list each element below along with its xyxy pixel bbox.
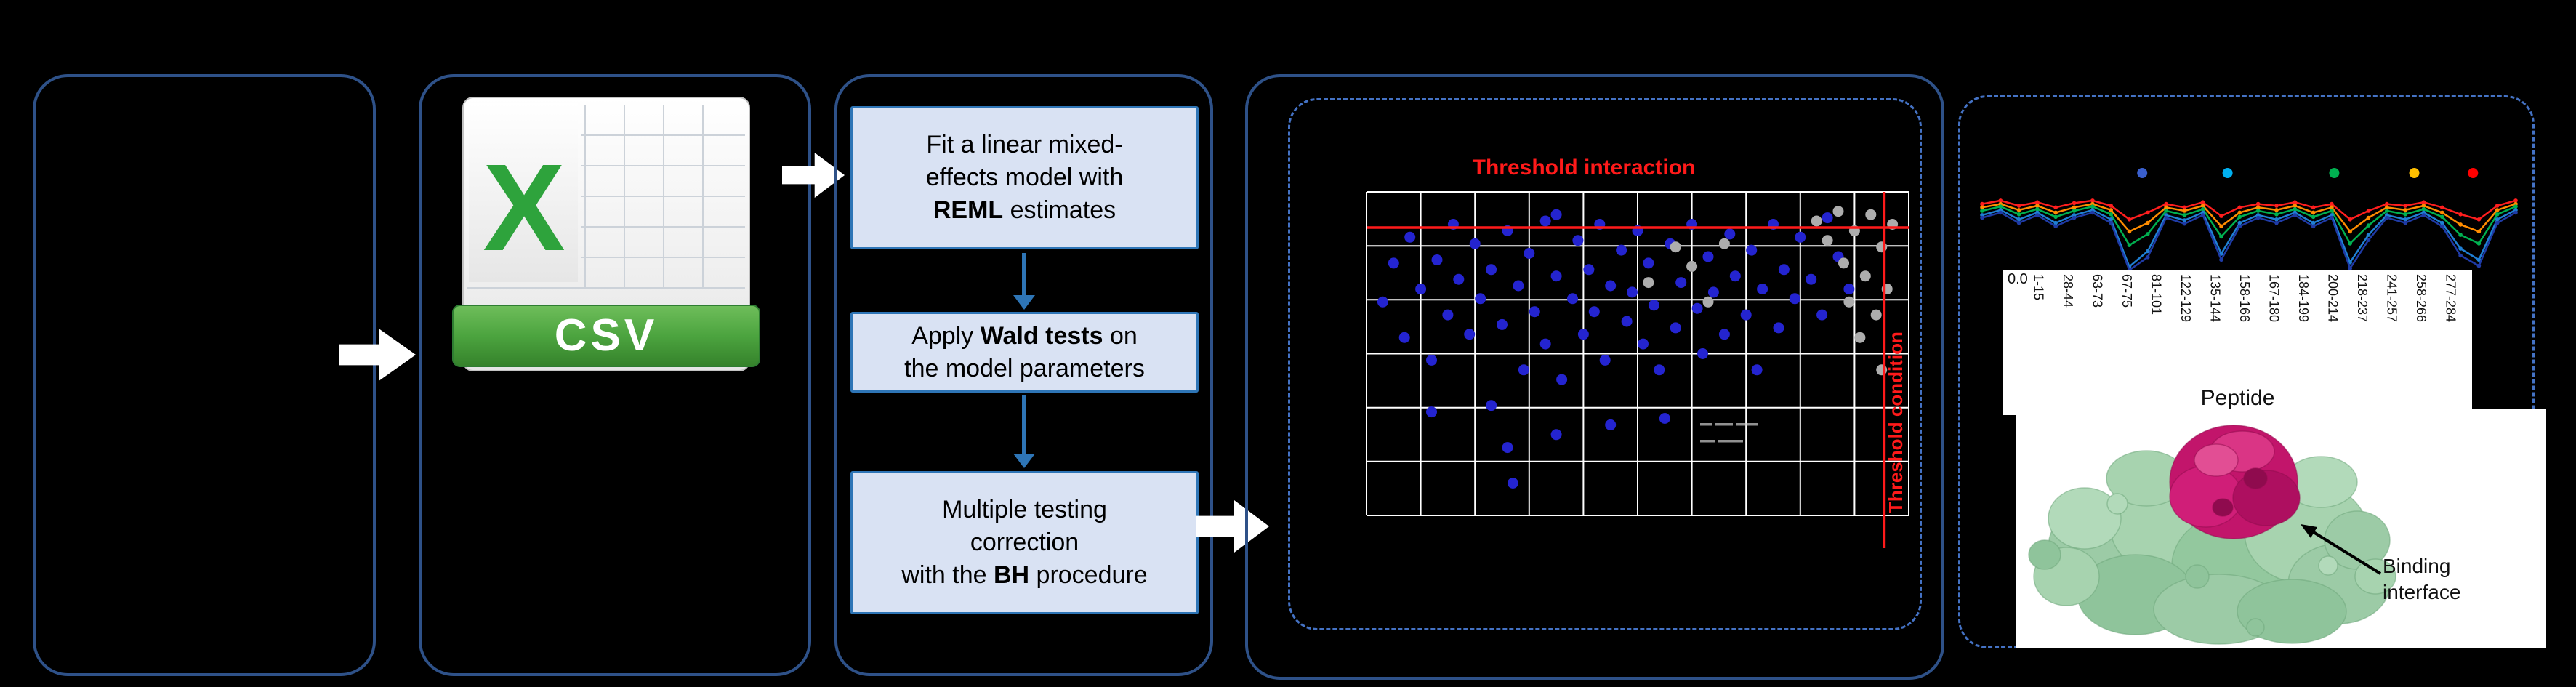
scatter-panel: Threshold interaction Threshold conditio… [1245,74,1944,680]
binding-caption-line-2: interface [2383,581,2461,604]
peptide-axis-label: Peptide [2200,386,2275,410]
excel-x-glyph: X [483,139,565,277]
step-wald-tests: Apply Wald tests on the model parameters [850,312,1199,393]
input-panel [33,74,376,676]
csv-file-icon: X CSV [452,97,760,371]
peptide-axis-panel: 0.0 1-15 28-44 63-73 67-75 81-101 122-129 135-… [2003,270,2472,415]
peptide-tick-label: 258-266 [2413,274,2428,323]
binding-interface-caption: Binding interface [2383,553,2460,606]
interaction-scatter-plot [1366,191,1909,548]
peptide-tick-label: 277-284 [2443,274,2458,323]
protein-surface-graphic [2028,425,2396,645]
step-connector-arrow-1 [1013,253,1035,310]
results-panel: 0.0 1-15 28-44 63-73 67-75 81-101 122-129 135-… [1958,95,2546,648]
peptide-tick-label: 218-237 [2354,274,2370,323]
peptide-tick-label: 81-101 [2149,274,2164,316]
protein-structure-image: Binding interface [2016,409,2546,648]
scatter-dashed-frame [1288,98,1922,630]
csv-banner-label: CSV [555,310,658,361]
spreadsheet-grid [467,105,745,289]
peptide-tick-label: 28-44 [2061,274,2076,308]
peptide-tick-label: 167-180 [2266,274,2282,323]
binding-interface-arrow [2301,524,2382,575]
binding-caption-line-1: Binding [2383,555,2451,577]
peptide-tick-label: 135-144 [2207,274,2223,323]
step-fit-model: Fit a linear mixed-effects model with REM… [850,106,1199,249]
csv-panel: X CSV [419,74,811,676]
peptide-tick-label: 122-129 [2178,274,2194,323]
protein-body [2028,450,2396,645]
model-panel: Fit a linear mixed-effects model with REM… [834,74,1213,676]
threshold-interaction-label: Threshold interaction [1472,156,1696,180]
binding-site-region [2169,425,2301,539]
threshold-condition-label: Threshold condition [1885,332,1907,513]
csv-x-backing [469,103,578,282]
y-axis-tick: 0.0 [2008,271,2028,287]
peptide-tick-label: 67-75 [2120,274,2135,308]
peptide-tick-label: 158-166 [2237,274,2253,323]
step-bh-correction: Multiple testing correction with the BH pr… [850,471,1199,614]
peptide-tick-label: 200-214 [2325,274,2340,323]
csv-banner [452,305,760,367]
peptide-tick-label: 184-199 [2295,274,2311,323]
peptide-tick-label: 63-73 [2090,274,2105,308]
peptide-tick-labels: 1-15 28-44 63-73 67-75 81-101 122-129 135-144 1… [2024,270,2465,386]
uptake-line-chart [1980,168,2518,273]
peptide-tick-label: 1-15 [2031,274,2046,301]
step-connector-arrow-2 [1013,395,1035,468]
peptide-tick-label: 241-257 [2384,274,2399,323]
